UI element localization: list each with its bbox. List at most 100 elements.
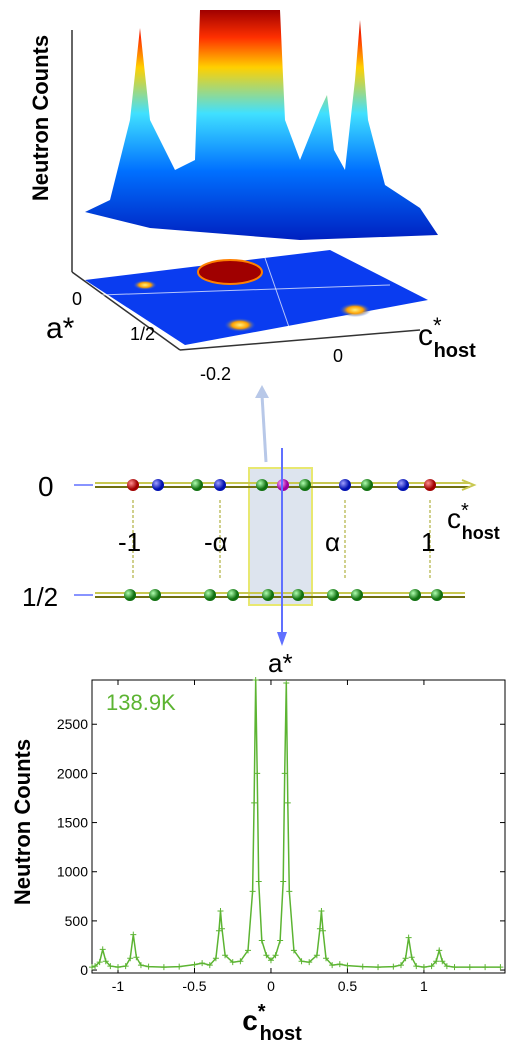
label-sup: * [258,1001,266,1023]
annotation: 138.9K [106,690,176,715]
label-base: c [418,319,433,352]
ball [351,589,363,601]
ball [256,479,268,491]
y-tick-label: 0 [80,962,88,978]
x-tick-label: -0.5 [182,978,206,994]
ball [424,479,436,491]
data-point [100,946,106,952]
y-label: Neutron Counts [10,739,35,905]
surface-panel: Neutron Counts 0 a* 1/2 -0.2 0 c*host [28,10,476,384]
row-label: 1/2 [22,582,58,612]
data-point [406,935,412,941]
axis-label: c*host [447,500,500,543]
ball [339,479,351,491]
data-point [176,964,182,970]
data-point [251,800,257,806]
surface [85,10,438,240]
data-point [482,964,488,970]
data-point [146,964,152,970]
data-point [467,964,473,970]
arrow-head [462,480,474,490]
tick-label: 0 [333,346,343,366]
x-label: c*host [242,1001,302,1041]
data-line [92,680,500,967]
y-tick-label: 1000 [57,864,88,880]
row-label: 0 [38,471,54,502]
data-point [436,947,442,953]
y-tick-label: 500 [65,913,89,929]
ball [409,589,421,601]
label-sup: * [461,500,469,522]
ball [127,479,139,491]
ball [152,479,164,491]
data-point [344,963,350,969]
ball [397,479,409,491]
data-point [277,938,283,944]
arrow-head [277,632,287,646]
data-point [191,962,197,968]
data-point [285,800,291,806]
label-sup: * [433,313,442,338]
axis-label: c*host [418,313,476,362]
data-point [199,960,205,966]
figure: Neutron Counts 0 a* 1/2 -0.2 0 c*host 0 … [0,0,515,1041]
y-tick-label: 1500 [57,815,88,831]
tick-label: 0 [72,289,82,309]
line-chart: Neutron Counts c*host 0 500 1000 1500 2000 25… [10,677,505,1041]
axis-label: a* [268,648,293,678]
y-label: Neutron Counts [28,35,53,201]
ball [299,479,311,491]
label-base: c [242,1005,258,1036]
ball [124,589,136,601]
y-tick-label: 2500 [57,716,88,732]
data-point [375,964,381,970]
label-base: c [447,503,461,534]
data-point [409,954,415,960]
data-point [130,932,136,938]
y-tick-label: 2000 [57,765,88,781]
ball [149,589,161,601]
ball [292,589,304,601]
data-point [452,964,458,970]
label-sub: host [434,340,477,362]
data-point [256,879,262,885]
ball [361,479,373,491]
data-point [161,964,167,970]
x-tick-label: 0.5 [338,978,358,994]
spot [339,303,371,317]
ball [227,589,239,601]
data-point [337,961,343,967]
data-point [421,964,427,970]
plot-frame [92,680,505,973]
data-point [250,888,256,894]
data-point [115,964,121,970]
data-point [253,677,259,683]
spot [224,318,256,332]
arrow [262,395,266,462]
marker-label: 1 [421,527,435,557]
data-point [217,908,223,914]
ball [204,589,216,601]
marker-label: α [325,527,340,557]
arrow-head [255,385,269,398]
central-peak [198,260,262,284]
diagram-panel: 0 1/2 -1 -α α 1 c*host a* [22,385,500,678]
data-point [133,954,139,960]
label-sub: host [260,1023,303,1041]
ball [431,589,443,601]
data-point [127,955,133,961]
spot [133,280,157,290]
data-point [360,964,366,970]
ball [262,589,274,601]
data-point [283,680,289,686]
x-tick-label: 0 [267,978,275,994]
x-tick-label: -1 [112,978,125,994]
marker-label: -α [204,527,228,557]
ball [327,589,339,601]
data-point [280,879,286,885]
ball [214,479,226,491]
label-sub: host [462,523,500,543]
data-point [318,908,324,914]
data-point [286,888,292,894]
marker-label: -1 [118,527,141,557]
